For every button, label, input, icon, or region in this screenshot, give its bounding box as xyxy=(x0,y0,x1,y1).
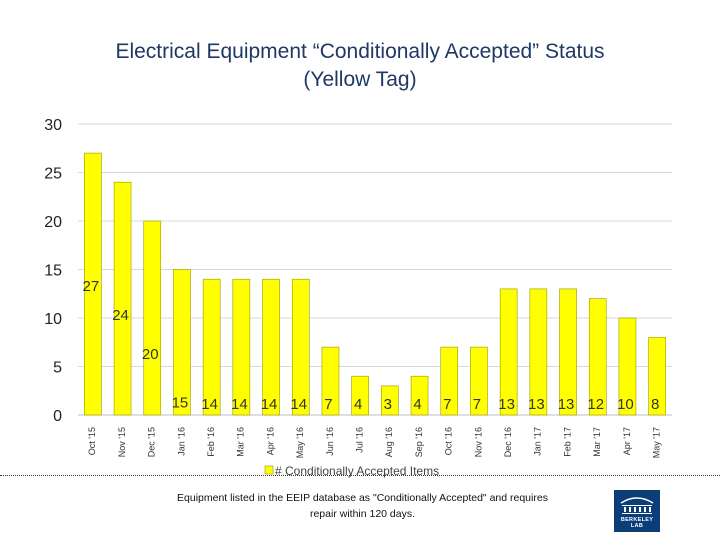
y-tick-label: 10 xyxy=(44,311,62,328)
x-tick-label: Apr '16 xyxy=(265,427,275,455)
data-label: 4 xyxy=(354,396,362,413)
y-tick-label: 30 xyxy=(44,117,62,134)
bar xyxy=(262,278,280,416)
bar xyxy=(529,288,548,416)
x-tick-label: Jun '16 xyxy=(325,427,335,456)
data-label: 13 xyxy=(558,396,575,413)
x-tick-label: Oct '16 xyxy=(444,427,454,455)
y-tick-label: 0 xyxy=(53,408,62,425)
bar xyxy=(588,298,607,416)
bar-chart: 0 5 10 15 20 25 30 27 Oct '15 24 Nov '15 20 Dec '15 1… xyxy=(44,117,672,478)
y-tick-label: 5 xyxy=(53,360,62,377)
data-label: 7 xyxy=(473,396,481,413)
title-line-2: (Yellow Tag) xyxy=(303,68,417,91)
x-tick-label: Nov '16 xyxy=(473,427,483,457)
data-label: 7 xyxy=(443,396,451,413)
bar xyxy=(232,278,251,416)
x-tick-label: Aug '16 xyxy=(384,427,394,457)
x-tick-label: Jul '16 xyxy=(355,427,365,453)
bar xyxy=(499,288,518,416)
footer-line-2: repair within 120 days. xyxy=(309,508,416,520)
data-label: 24 xyxy=(112,307,129,324)
bar xyxy=(143,220,162,416)
data-label: 13 xyxy=(498,396,515,413)
footer-caption: Equipment listed in the EEIP database as… xyxy=(140,490,585,522)
x-tick-label: Feb '16 xyxy=(206,427,216,457)
y-tick-label: 20 xyxy=(44,214,62,231)
x-tick-label: Dec '16 xyxy=(503,427,513,457)
building-icon xyxy=(620,497,654,514)
bar xyxy=(410,375,429,416)
bar xyxy=(173,269,191,416)
bar xyxy=(202,278,221,416)
data-label: 12 xyxy=(587,396,604,413)
bar xyxy=(440,346,459,416)
x-tick-label: Apr '17 xyxy=(622,427,632,455)
x-tick-label: Feb '17 xyxy=(562,427,572,457)
footer-divider xyxy=(0,475,720,476)
x-tick-label: Dec '15 xyxy=(147,427,157,457)
bar xyxy=(321,346,340,416)
data-label: 14 xyxy=(261,396,278,413)
title-line-1: Electrical Equipment “Conditionally Acce… xyxy=(115,40,605,63)
y-tick-label: 15 xyxy=(44,263,62,280)
bar xyxy=(470,346,488,416)
x-tick-label: Oct '15 xyxy=(87,427,97,455)
x-tick-label: Sep '16 xyxy=(414,427,424,457)
data-label: 4 xyxy=(413,396,421,413)
bar xyxy=(559,288,577,416)
logo-text: BERKELEY LAB xyxy=(620,517,654,529)
footer-line-1: Equipment listed in the EEIP database as… xyxy=(177,492,548,504)
bar xyxy=(113,181,132,416)
data-label: 14 xyxy=(201,396,218,413)
slide-title: Electrical Equipment “Conditionally Acce… xyxy=(0,38,720,94)
x-tick-label: Nov '15 xyxy=(117,427,127,457)
data-label: 10 xyxy=(617,396,634,413)
x-tick-label: Mar '16 xyxy=(236,427,246,457)
bar xyxy=(648,337,666,416)
data-label: 27 xyxy=(83,278,100,295)
x-tick-label: Jan '17 xyxy=(533,427,543,456)
bar xyxy=(291,278,310,416)
bar xyxy=(381,385,399,416)
berkeley-lab-logo: BERKELEY LAB xyxy=(614,490,660,532)
data-label: 20 xyxy=(142,346,159,363)
x-tick-label: Mar '17 xyxy=(592,427,602,457)
x-tick-label: Jan '16 xyxy=(176,427,186,456)
data-label: 8 xyxy=(651,396,659,413)
data-label: 14 xyxy=(231,396,248,413)
x-tick-label: May '17 xyxy=(652,427,662,458)
data-label: 14 xyxy=(290,396,307,413)
bar xyxy=(84,152,102,416)
x-tick-label: May '16 xyxy=(295,427,305,458)
legend-swatch xyxy=(264,465,274,475)
legend-label: # Conditionally Accepted Items xyxy=(275,464,439,478)
data-label: 13 xyxy=(528,396,545,413)
bar xyxy=(351,375,369,416)
data-label: 15 xyxy=(172,395,189,412)
data-label: 3 xyxy=(384,396,392,413)
data-label: 7 xyxy=(324,396,332,413)
y-tick-label: 25 xyxy=(44,166,62,183)
bar xyxy=(618,317,637,416)
